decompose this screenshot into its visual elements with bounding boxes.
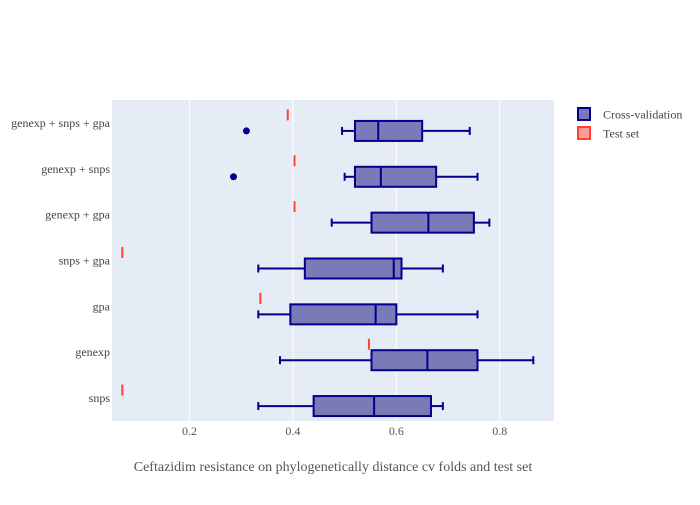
x-tick-label: 0.8 [492, 424, 507, 438]
x-axis-ticks: 0.2 0.4 0.6 0.8 [182, 424, 507, 438]
cv-box-snps [257, 395, 444, 418]
legend-label-cv[interactable]: Cross-validation [603, 108, 682, 122]
legend-label-test[interactable]: Test set [603, 127, 640, 141]
cv-boxes [229, 119, 535, 418]
y-category-label: genexp + snps + gpa [11, 116, 111, 130]
legend[interactable]: Cross-validation Test set [577, 107, 682, 141]
iqr-box [370, 211, 475, 234]
y-category-label: snps [89, 391, 111, 405]
outlier-point [242, 127, 250, 135]
test-set-markers [121, 109, 370, 396]
x-tick-label: 0.4 [285, 424, 300, 438]
iqr-box [370, 349, 479, 372]
y-category-label: snps + gpa [59, 254, 111, 268]
iqr-box [353, 119, 424, 142]
x-tick-label: 0.2 [182, 424, 197, 438]
legend-swatch-test[interactable] [577, 126, 591, 140]
iqr-box [312, 395, 432, 418]
legend-swatch-cv[interactable] [577, 107, 591, 121]
x-tick-label: 0.6 [389, 424, 404, 438]
iqr-box [353, 165, 438, 188]
y-category-label: genexp [75, 345, 110, 359]
cv-box-genexp-gpa [330, 211, 491, 234]
y-category-label: genexp + gpa [45, 208, 110, 222]
iqr-box [303, 257, 403, 280]
x-axis-label: Ceftazidim resistance on phylogeneticall… [134, 460, 533, 475]
y-category-label: genexp + snps [41, 162, 110, 176]
cv-box-genexp-snps [229, 165, 479, 188]
y-category-label: gpa [93, 299, 111, 313]
cv-box-genexp-snps-gpa [242, 119, 471, 142]
cv-box-snps-gpa [257, 257, 444, 280]
iqr-box [289, 303, 398, 326]
outlier-point [229, 173, 237, 181]
cv-box-gpa [257, 303, 479, 326]
cv-box-genexp [279, 349, 535, 372]
y-axis-categories: snps genexp gpa snps + gpa genexp + gpa genex… [11, 116, 111, 405]
